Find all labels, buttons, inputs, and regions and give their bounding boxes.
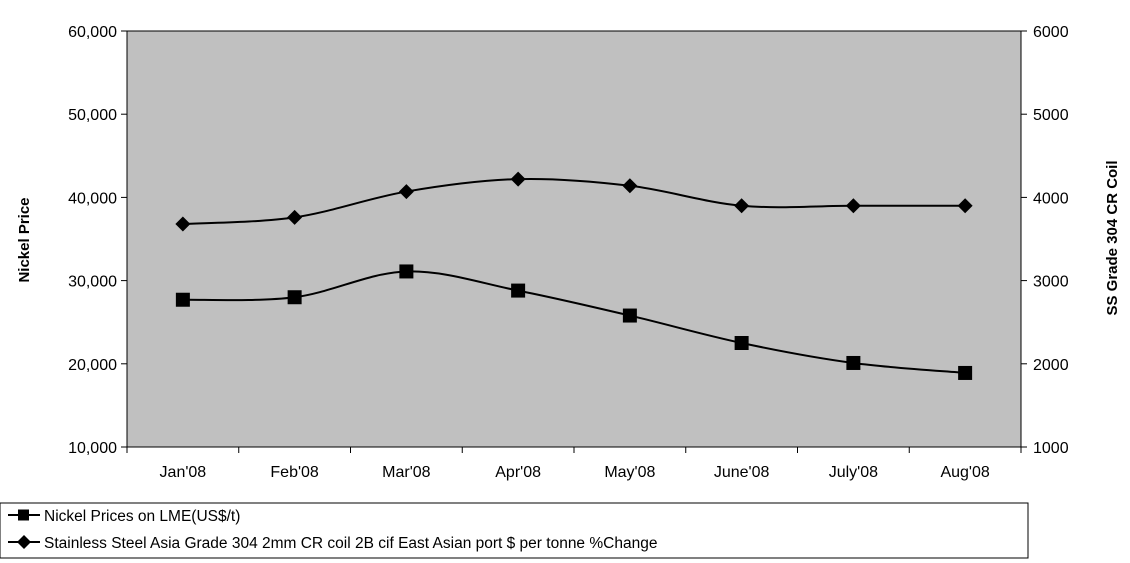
data-point-diamond — [845, 198, 861, 214]
plot-area — [126, 30, 1022, 448]
series-layer — [175, 171, 973, 380]
y2-tick-label: 4000 — [1033, 190, 1069, 207]
x-tick-label: June'08 — [714, 464, 770, 481]
legend-entry-nickel: Nickel Prices on LME(US$/t) — [8, 508, 240, 525]
legend-label-stainless: Stainless Steel Asia Grade 304 2mm CR co… — [44, 535, 657, 552]
ticks-layer: 10,000 20,000 30,000 40,000 50,000 60,000 1000… — [68, 24, 1069, 481]
y-tick-label: 60,000 — [68, 24, 117, 41]
data-point-square — [734, 336, 749, 350]
data-point-diamond — [398, 184, 414, 200]
x-tick-label: Aug'08 — [940, 464, 989, 481]
data-point-square — [622, 308, 637, 323]
data-point-square — [399, 264, 414, 279]
data-point-square — [511, 283, 526, 298]
series-line-1 — [182, 270, 966, 374]
data-point-diamond — [175, 216, 191, 232]
y-tick-label: 40,000 — [68, 190, 117, 207]
series-line-2 — [182, 177, 966, 226]
data-point-square — [846, 355, 861, 370]
legend-box — [0, 502, 1029, 559]
x-tick-label: July'08 — [829, 464, 878, 481]
data-point-square — [287, 290, 302, 305]
y-tick-label: 10,000 — [68, 440, 117, 457]
legend-entry-stainless: Stainless Steel Asia Grade 304 2mm CR co… — [8, 535, 657, 552]
y-tick-label: 20,000 — [68, 357, 117, 374]
y2-tick-label: 6000 — [1033, 24, 1069, 41]
data-point-square — [175, 292, 190, 307]
legend-marker-square — [18, 509, 29, 521]
data-point-diamond — [957, 198, 973, 214]
legend-label-nickel: Nickel Prices on LME(US$/t) — [44, 508, 240, 525]
x-tick-label: Mar'08 — [382, 464, 431, 481]
y-axis-title: Nickel Price — [16, 197, 33, 282]
x-tick-label: Apr'08 — [495, 464, 541, 481]
y2-axis-title: SS Grade 304 CR Coil — [1104, 160, 1121, 315]
legend: Nickel Prices on LME(US$/t) Stainless St… — [0, 502, 1029, 559]
x-tick-label: May'08 — [604, 464, 655, 481]
x-tick-label: Jan'08 — [160, 464, 207, 481]
y2-tick-label: 3000 — [1033, 274, 1069, 291]
y2-tick-label: 1000 — [1033, 440, 1069, 457]
y2-tick-label: 5000 — [1033, 107, 1069, 124]
y-tick-label: 50,000 — [68, 107, 117, 124]
x-tick-label: Feb'08 — [270, 464, 319, 481]
y-tick-label: 30,000 — [68, 274, 117, 291]
data-point-diamond — [734, 198, 750, 214]
legend-marker-diamond — [17, 535, 31, 549]
data-point-diamond — [510, 171, 526, 187]
data-point-diamond — [622, 178, 638, 194]
data-point-square — [958, 365, 973, 380]
data-point-diamond — [287, 209, 303, 225]
y2-tick-label: 2000 — [1033, 357, 1069, 374]
